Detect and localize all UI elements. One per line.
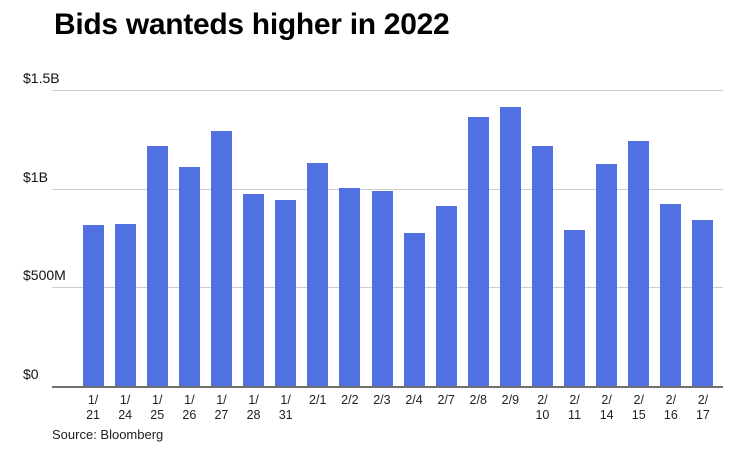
bar-2-14 [596, 164, 618, 386]
x-label-1-21: 1/21 [77, 393, 109, 423]
gridline [52, 90, 723, 91]
bar-2-4 [403, 233, 425, 386]
x-label-1-28: 1/28 [238, 393, 270, 423]
bar-2-1 [307, 163, 329, 386]
y-tick-label: $1B [23, 168, 48, 185]
bar-2-9 [499, 106, 521, 386]
x-label-line: 1/ [119, 393, 131, 407]
bar-1-31 [275, 199, 297, 386]
x-label-line: 24 [118, 408, 133, 422]
x-label-line: 2/9 [501, 393, 520, 407]
x-label-line: 31 [278, 408, 293, 422]
bar-2-7 [435, 206, 457, 386]
x-label-line: 1/ [184, 393, 195, 407]
x-label-line: 2/4 [405, 393, 423, 407]
x-label-1-27: 1/27 [205, 393, 237, 423]
x-label-2-11: 2/11 [559, 393, 591, 423]
x-label-line: 17 [695, 408, 710, 422]
bar-2-17 [692, 220, 714, 386]
x-label-2-2: 2/2 [334, 393, 366, 408]
x-label-2-8: 2/8 [462, 393, 494, 408]
bar-2-16 [660, 203, 682, 386]
x-label-line: 2/ [697, 393, 709, 407]
bar-1-26 [178, 167, 200, 386]
bar-1-25 [146, 146, 168, 386]
x-label-line: 10 [535, 408, 550, 422]
bar-1-24 [114, 224, 136, 386]
x-label-line: 2/2 [341, 393, 359, 407]
bar-2-15 [628, 141, 650, 386]
x-label-line: 1/ [216, 393, 227, 407]
x-label-2-10: 2/10 [526, 393, 558, 423]
x-label-line: 2/3 [373, 393, 391, 407]
x-label-line: 2/ [633, 393, 644, 407]
bar-2-11 [564, 230, 585, 386]
x-label-line: 2/7 [437, 393, 455, 407]
x-label-line: 21 [86, 408, 100, 422]
x-label-line: 26 [182, 408, 197, 422]
x-label-line: 11 [568, 408, 582, 422]
bar-2-8 [467, 116, 489, 386]
x-label-2-1: 2/1 [302, 393, 334, 408]
x-label-2-15: 2/15 [623, 393, 655, 423]
x-label-1-25: 1/25 [141, 393, 173, 423]
x-label-line: 2/1 [309, 393, 327, 407]
x-label-line: 2/ [569, 393, 580, 407]
x-label-line: 1/ [248, 393, 259, 407]
x-label-line: 16 [663, 408, 678, 422]
x-label-2-4: 2/4 [398, 393, 430, 408]
y-tick-label: $1.5B [23, 70, 60, 86]
y-tick-label: $0 [23, 366, 39, 382]
x-label-line: 2/ [665, 393, 677, 407]
x-label-line: 25 [150, 408, 165, 422]
x-axis-line [52, 386, 723, 388]
x-label-1-26: 1/26 [173, 393, 205, 423]
bar-1-21 [82, 225, 104, 386]
x-label-line: 2/ [601, 393, 612, 407]
bar-1-27 [211, 131, 232, 386]
chart-title: Bids wanteds higher in 2022 [54, 8, 450, 41]
x-label-line: 2/ [537, 393, 548, 407]
x-label-2-7: 2/7 [430, 393, 462, 408]
x-label-line: 27 [214, 408, 229, 422]
x-label-line: 1/ [87, 393, 99, 407]
y-tick-label: $500M [23, 267, 66, 284]
bar-2-10 [532, 146, 553, 386]
bar-1-28 [243, 193, 265, 386]
bar-2-2 [339, 187, 361, 386]
x-label-1-24: 1/24 [109, 393, 141, 423]
bar-2-3 [371, 190, 393, 386]
x-label-line: 28 [246, 408, 261, 422]
x-label-1-31: 1/31 [270, 393, 302, 423]
x-label-2-3: 2/3 [366, 393, 398, 408]
x-label-line: 1/ [152, 393, 163, 407]
x-label-2-14: 2/14 [591, 393, 623, 423]
x-label-2-16: 2/16 [655, 393, 687, 423]
x-label-line: 2/8 [469, 393, 487, 407]
x-label-line: 1/ [280, 393, 291, 407]
gridline [52, 188, 723, 190]
source-note: Source: Bloomberg [52, 427, 164, 442]
x-label-line: 14 [599, 408, 614, 422]
x-label-2-9: 2/9 [494, 393, 526, 408]
x-label-2-17: 2/17 [687, 393, 719, 423]
x-label-line: 15 [631, 408, 646, 422]
